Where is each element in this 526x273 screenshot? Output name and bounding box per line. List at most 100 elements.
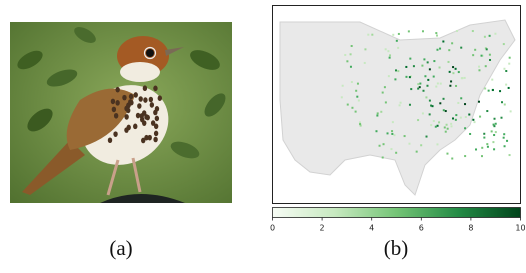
breast-spot	[139, 96, 143, 102]
sighting-dot	[478, 66, 480, 68]
sighting-dot	[359, 123, 361, 125]
sighting-dot	[435, 126, 437, 128]
sighting-dot	[422, 90, 424, 92]
sighting-dot	[455, 68, 457, 70]
sighting-dot	[469, 133, 471, 135]
breast-spot	[134, 92, 138, 98]
sighting-dot	[396, 40, 398, 42]
sighting-dot	[389, 54, 391, 56]
sighting-dot	[409, 58, 411, 60]
sighting-dot	[449, 71, 451, 73]
sighting-dot	[442, 40, 444, 42]
sighting-dot	[429, 68, 431, 70]
breast-spot	[153, 137, 157, 143]
breast-spot	[140, 113, 144, 119]
sighting-dot	[481, 147, 483, 149]
sighting-dot	[383, 143, 385, 145]
sighting-dot	[395, 69, 397, 71]
sighting-dot	[439, 102, 441, 104]
breast-spot	[128, 99, 132, 105]
sighting-dot	[487, 146, 489, 148]
sighting-dot	[492, 89, 494, 91]
figure: 0246810 (a) (b)	[0, 0, 526, 268]
breast-spot	[146, 115, 150, 121]
sighting-dot	[495, 131, 497, 133]
sighting-dot	[492, 141, 494, 143]
sighting-dot	[424, 75, 426, 77]
breast-spot	[122, 95, 126, 101]
sighting-dot	[494, 33, 496, 35]
breast-spot	[129, 94, 133, 100]
sighting-dot	[472, 54, 474, 56]
sighting-dot	[446, 153, 448, 155]
sighting-dot	[452, 117, 454, 119]
sighting-dot	[395, 152, 397, 154]
sighting-dot	[481, 55, 483, 57]
sighting-dot	[350, 53, 352, 55]
sighting-dot	[376, 115, 378, 117]
sighting-dot	[483, 137, 485, 139]
sighting-dot	[452, 66, 454, 68]
sighting-dot	[382, 92, 384, 94]
sighting-dot	[385, 48, 387, 50]
sighting-dot	[436, 35, 438, 37]
sighting-dot	[387, 132, 389, 134]
sighting-dot	[392, 121, 394, 123]
sighting-dot	[472, 119, 474, 121]
breast-spot	[153, 85, 157, 91]
sighting-dot	[429, 100, 431, 102]
breast-spot	[115, 87, 119, 93]
sighting-dot	[380, 111, 382, 113]
sighting-dot	[504, 145, 506, 147]
sighting-dot	[510, 110, 512, 112]
sighting-dot	[390, 148, 392, 150]
sighting-dot	[464, 77, 466, 79]
sighting-dot	[509, 154, 511, 156]
sighting-dot	[427, 79, 429, 81]
sighting-dot	[450, 80, 452, 82]
breast-spot	[154, 131, 158, 137]
sighting-dot	[346, 60, 348, 62]
sighting-dot	[486, 143, 488, 145]
sighting-dot	[489, 59, 491, 61]
sighting-dot	[505, 70, 507, 72]
sighting-dot	[460, 47, 462, 49]
sighting-dot	[485, 65, 487, 67]
sighting-dot	[379, 145, 381, 147]
sighting-dot	[460, 117, 462, 119]
sighting-dot	[491, 130, 493, 132]
sighting-dot	[344, 54, 346, 56]
sighting-dot	[438, 121, 440, 123]
sighting-dot	[495, 123, 497, 125]
breast-spot	[137, 103, 141, 109]
sighting-dot	[505, 84, 507, 86]
sighting-dot	[409, 76, 411, 78]
sighting-dot	[399, 104, 401, 106]
breast-spot	[141, 138, 145, 144]
sighting-dot	[417, 83, 419, 85]
sighting-dot	[504, 103, 506, 105]
sighting-dot	[503, 133, 505, 135]
sighting-dot	[455, 119, 457, 121]
breast-spot	[133, 124, 137, 130]
sighting-dot	[501, 101, 503, 103]
sighting-dot	[465, 116, 467, 118]
sighting-dot	[443, 98, 445, 100]
sighting-dot	[479, 116, 481, 118]
tick-label: 6	[419, 224, 424, 233]
sighting-dot	[351, 45, 353, 47]
sighting-dot	[422, 112, 424, 114]
sighting-dot	[436, 49, 438, 51]
sighting-dot	[464, 103, 466, 105]
sighting-dot	[436, 143, 438, 145]
sighting-dot	[457, 102, 459, 104]
sighting-dot	[405, 76, 407, 78]
sighting-dot	[413, 65, 415, 67]
sighting-dot	[409, 104, 411, 106]
breast-spot	[143, 97, 147, 103]
sighting-dot	[446, 124, 448, 126]
sighting-dot	[425, 96, 427, 98]
sighting-dot	[458, 71, 460, 73]
sighting-dot	[347, 104, 349, 106]
sighting-dot	[509, 57, 511, 59]
